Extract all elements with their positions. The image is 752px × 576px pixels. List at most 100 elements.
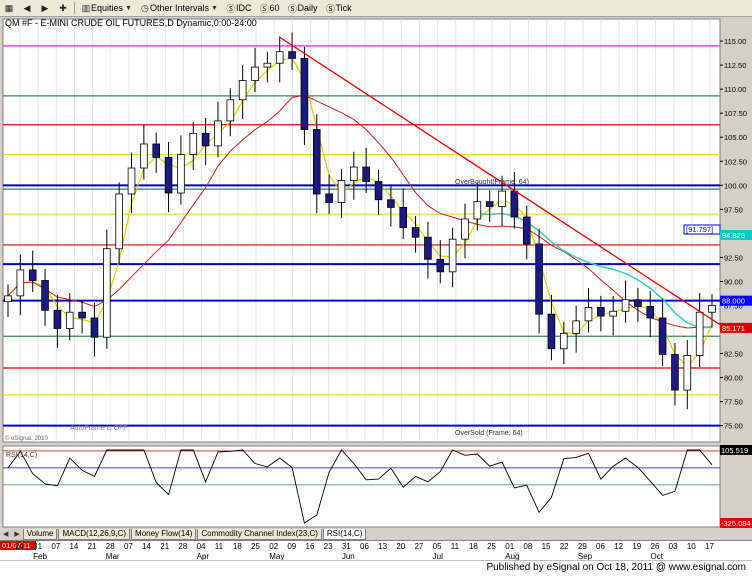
price-candle xyxy=(115,193,123,250)
price-candle xyxy=(671,354,679,391)
x-axis-day-label: 27 xyxy=(414,542,423,551)
price-marker-label: 88.000 xyxy=(722,297,745,306)
price-candle xyxy=(535,243,543,315)
x-axis-day-label: 04 xyxy=(197,542,206,551)
price-candle xyxy=(238,80,247,101)
price-candle xyxy=(16,269,25,297)
x-axis-month-label: May xyxy=(269,552,284,561)
tab-money-flow[interactable]: Money Flow(14) xyxy=(131,528,197,540)
toolbar-tick-button[interactable]: Ⓢ Tick xyxy=(325,3,352,14)
x-axis-day-label: 17 xyxy=(705,542,714,551)
tab-cci[interactable]: Commodity Channel Index(23,C) xyxy=(197,528,322,540)
price-candle xyxy=(275,51,284,64)
rsi-marker-label: -325.084 xyxy=(721,519,751,528)
y-axis-tick-label: 105.00 xyxy=(724,133,747,142)
x-axis-day-label: 08 xyxy=(523,542,532,551)
rsi-line xyxy=(7,449,713,524)
price-candle xyxy=(251,66,259,81)
oversold-annotation: OverSold (Frame: 64) xyxy=(455,430,523,437)
grid-icon[interactable]: ▦ xyxy=(4,2,14,13)
x-axis-day-label: 05 xyxy=(433,542,442,551)
x-axis-month-label: Oct xyxy=(651,552,664,561)
price-candle xyxy=(28,269,37,281)
x-axis-month-label: Aug xyxy=(505,552,519,561)
x-axis-day-label: 21 xyxy=(88,542,97,551)
x-axis-day-label: 31 xyxy=(33,542,42,551)
toolbar-idc-button[interactable]: Ⓢ IDC xyxy=(226,3,252,14)
price-candle xyxy=(547,313,556,350)
slow-moving-average-line xyxy=(7,94,713,329)
price-candle xyxy=(485,201,494,207)
building-icon: ▥ xyxy=(81,2,91,13)
x-axis-day-label: 03 xyxy=(669,542,678,551)
price-candle xyxy=(350,166,358,181)
red-trendline xyxy=(279,36,721,326)
price-marker-label: 85.171 xyxy=(722,324,745,333)
y-axis-tick-label: 100.00 xyxy=(724,181,747,190)
price-candle xyxy=(683,355,692,391)
y-axis-tick-label: 92.50 xyxy=(724,253,743,262)
price-candle xyxy=(374,181,383,201)
y-axis-tick-label: 75.00 xyxy=(724,422,743,431)
date-axis: 01/07/11 24 31 07 14 21 28 07 14 21 28 04 11 18 25 02 09… xyxy=(0,540,752,561)
x-axis-day-label: 25 xyxy=(487,542,496,551)
x-axis-day-label: 18 xyxy=(233,542,242,551)
rsi-marker-box xyxy=(720,518,752,528)
x-axis-day-label: 28 xyxy=(106,542,115,551)
footer: Published by eSignal on Oct 18, 2011 @ w… xyxy=(0,560,752,576)
price-candle xyxy=(325,193,333,204)
price-candle xyxy=(78,311,86,319)
price-candle xyxy=(634,299,642,307)
price-candle xyxy=(201,133,210,147)
tab-scroll-right-icon[interactable]: ▶ xyxy=(14,531,20,538)
price-candle xyxy=(522,216,531,245)
price-candle xyxy=(214,120,222,147)
toolbar-daily-button[interactable]: Ⓢ Daily xyxy=(287,3,318,14)
price-candle xyxy=(399,207,408,229)
tab-macd[interactable]: MACD(12,26,9,C) xyxy=(58,528,131,540)
price-candle xyxy=(288,51,296,59)
s-circle-icon: Ⓢ xyxy=(259,3,269,14)
x-axis-day-label: 21 xyxy=(160,542,169,551)
x-axis-day-label: 23 xyxy=(324,542,333,551)
y-axis-tick-label: 80.00 xyxy=(724,374,743,383)
y-axis-tick-label: 82.50 xyxy=(724,350,743,359)
x-axis-month-label: Jul xyxy=(433,552,443,561)
forward-arrow-icon[interactable]: ▶ xyxy=(41,2,49,13)
toolbar-equities-button[interactable]: ▥ Equities ▼ xyxy=(81,2,132,14)
price-candle xyxy=(695,311,704,356)
price-candle xyxy=(424,236,432,260)
price-candle xyxy=(597,307,605,317)
x-axis-day-label: 13 xyxy=(378,542,387,551)
tab-scroll-left-icon[interactable]: ◀ xyxy=(3,531,9,538)
price-candle xyxy=(658,317,667,355)
x-axis-day-label: 14 xyxy=(142,542,151,551)
toolbar: ▦ ◀ ▶ ✚ ▥ Equities ▼ ◷ Other Intervals ▼ Ⓢ ID… xyxy=(0,0,752,17)
price-candle xyxy=(226,99,235,122)
tab-volume[interactable]: Volume xyxy=(22,528,58,540)
x-axis-day-label: 07 xyxy=(124,542,133,551)
toolbar-60-button[interactable]: Ⓢ 60 xyxy=(259,3,280,14)
x-axis-day-label: 19 xyxy=(632,542,641,551)
price-candle xyxy=(448,238,457,273)
price-candle xyxy=(300,58,309,130)
overbought-annotation: OverBought(Frame: 64) xyxy=(455,179,529,186)
price-candle xyxy=(4,295,12,303)
price-candle xyxy=(559,332,568,350)
tab-rsi[interactable]: RSI(14,C) xyxy=(322,528,367,540)
price-candle xyxy=(498,190,506,207)
rsi-marker-label: 105.519 xyxy=(721,446,748,455)
x-axis-month-label: Feb xyxy=(33,552,47,561)
price-candle xyxy=(152,143,161,158)
price-candle xyxy=(473,201,482,220)
x-axis-day-label: 06 xyxy=(360,542,369,551)
toolbar-other-intervals-button[interactable]: ◷ Other Intervals ▼ xyxy=(141,2,218,14)
back-arrow-icon[interactable]: ◀ xyxy=(23,2,31,13)
x-axis-day-label: 11 xyxy=(451,542,460,551)
price-chart[interactable]: 75.0077.5080.0082.5085.0087.5090.0092.50… xyxy=(0,17,752,528)
crosshair-icon[interactable]: ✚ xyxy=(59,2,67,13)
x-axis-month-label: Mar xyxy=(106,552,120,561)
chevron-down-icon: ▼ xyxy=(125,4,132,12)
x-axis-day-label: 11 xyxy=(215,542,224,551)
copyright-annotation: © eSignal, 2010 xyxy=(5,435,48,442)
